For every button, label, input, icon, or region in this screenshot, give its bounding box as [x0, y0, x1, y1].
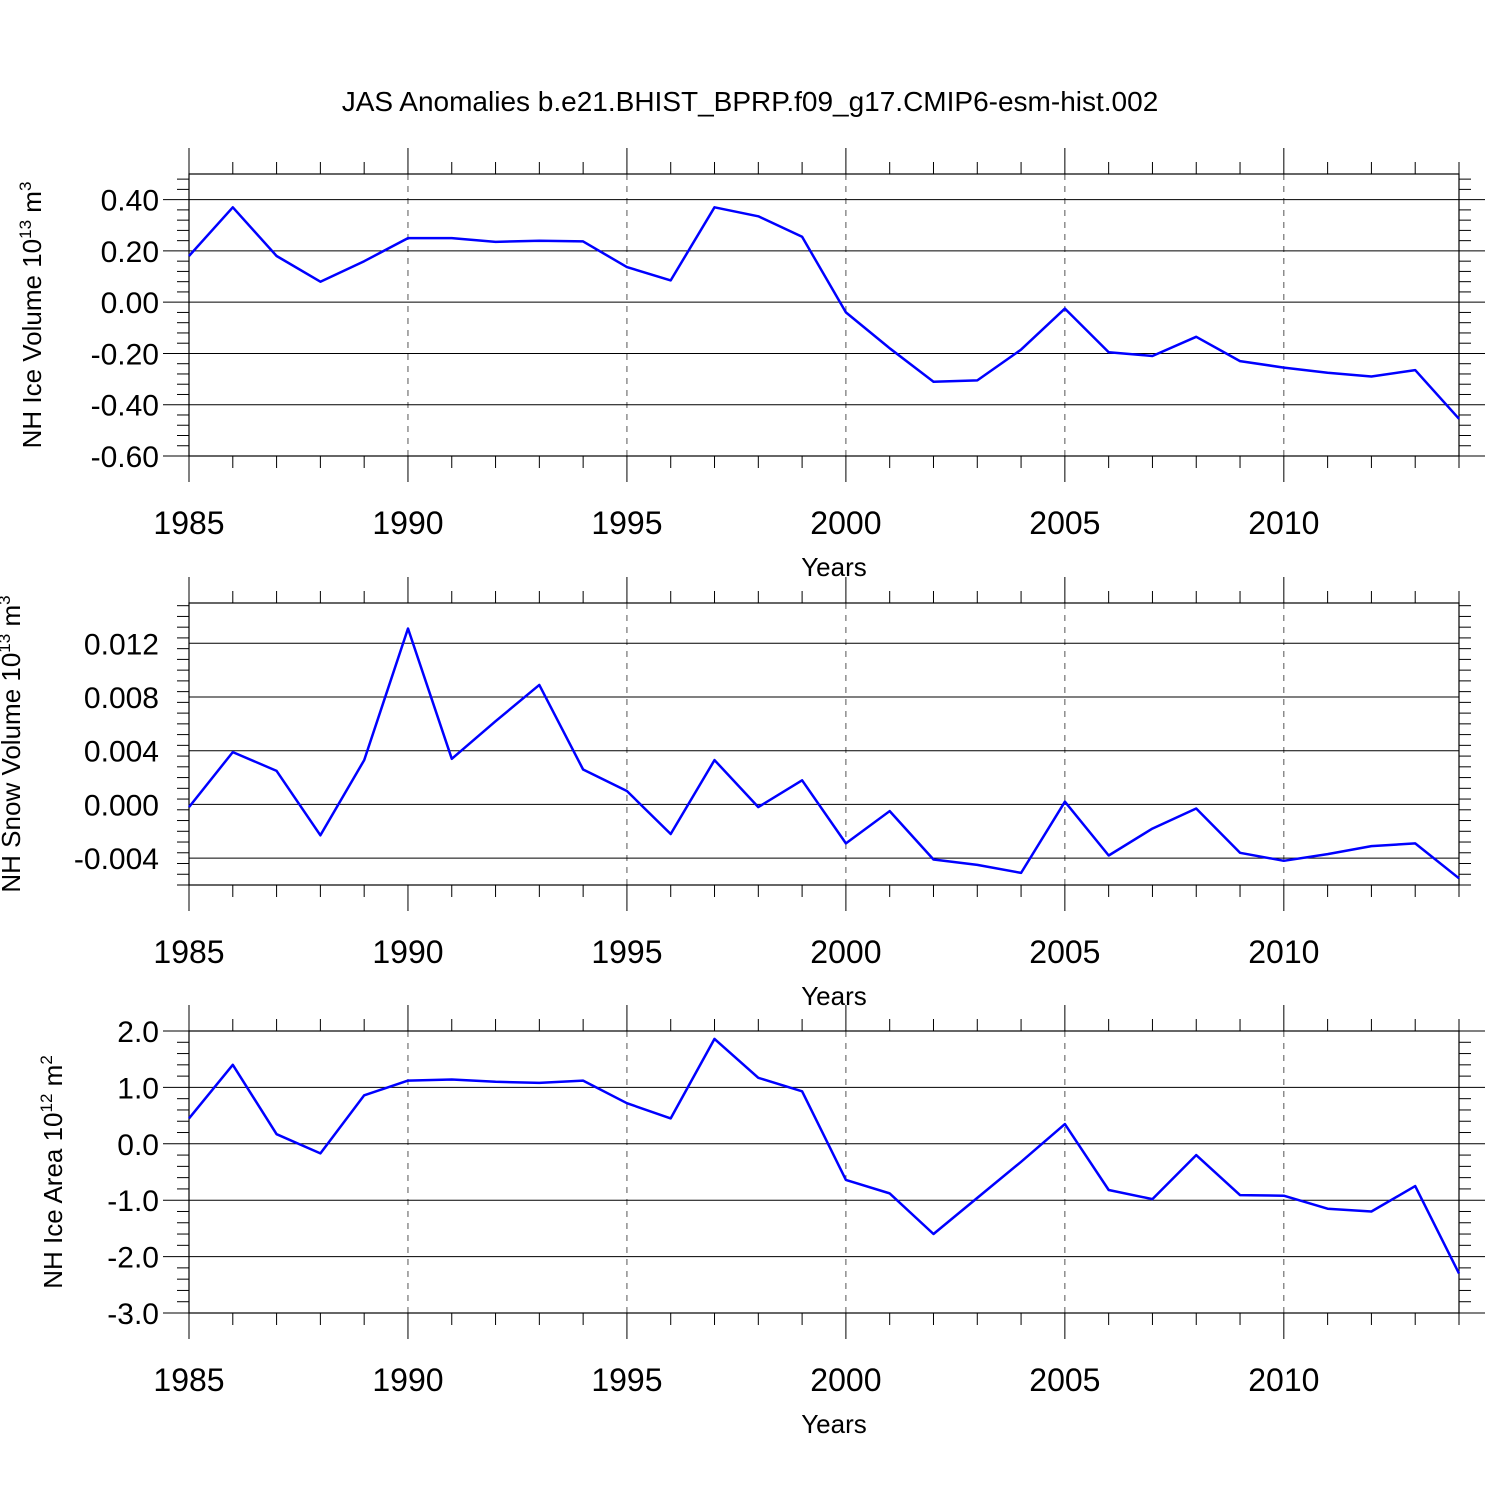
y-tick-label: -0.004	[74, 843, 159, 876]
x-tick-label: 2000	[810, 934, 881, 970]
x-tick-label: 1990	[372, 934, 443, 970]
y-tick-label: 0.20	[101, 236, 159, 269]
y-tick-label: -1.0	[107, 1185, 159, 1218]
y-tick-label: 0.008	[84, 682, 159, 715]
y-tick-label: 0.40	[101, 185, 159, 218]
y-tick-label: 1.0	[117, 1072, 159, 1105]
series-line	[188, 627, 1460, 880]
y-axis-title: NH Ice Volume 1013 m3	[16, 182, 47, 449]
y-tick-label: -0.40	[91, 390, 159, 423]
y-tick-label: 0.004	[84, 736, 159, 769]
y-tick-label: 0.0	[117, 1129, 159, 1162]
x-tick-label: 2005	[1029, 505, 1100, 541]
x-axis-title: Years	[801, 552, 867, 582]
x-tick-label: 2000	[810, 1362, 881, 1398]
x-tick-label: 1990	[372, 1362, 443, 1398]
panel-3: -3.0 -2.0 -1.0 0.0 1.0 2.0 1985 1990 1995 2000 200…	[37, 1005, 1485, 1439]
x-tick-label: 2005	[1029, 1362, 1100, 1398]
x-axis-title: Years	[801, 981, 867, 1011]
y-tick-label: 0.00	[101, 287, 159, 320]
y-tick-label: 0.000	[84, 789, 159, 822]
y-tick-label: 2.0	[117, 1016, 159, 1049]
x-tick-label: 1995	[591, 1362, 662, 1398]
y-axis-title: NH Ice Area 1012 m2	[37, 1055, 68, 1289]
y-tick-label: -0.60	[91, 441, 159, 474]
plot-frame	[188, 602, 1460, 886]
x-tick-label: 1990	[372, 505, 443, 541]
plot-frame	[188, 1030, 1460, 1314]
y-tick-label: -3.0	[107, 1298, 159, 1331]
x-tick-label: 2010	[1248, 1362, 1319, 1398]
series-line	[188, 206, 1460, 420]
y-axis-title: NH Snow Volume 1013 m3	[0, 595, 26, 892]
x-tick-label: 2010	[1248, 934, 1319, 970]
figure-title: JAS Anomalies b.e21.BHIST_BPRP.f09_g17.C…	[341, 86, 1159, 117]
plot-frame	[188, 173, 1460, 457]
x-tick-label: 1985	[153, 505, 224, 541]
series-line	[188, 1037, 1461, 1275]
y-tick-label: -2.0	[107, 1242, 159, 1275]
x-tick-label: 2010	[1248, 505, 1319, 541]
x-tick-label: 1995	[591, 505, 662, 541]
x-tick-label: 1985	[153, 934, 224, 970]
x-tick-label: 1985	[153, 1362, 224, 1398]
x-axis-title: Years	[801, 1409, 867, 1439]
panel-2: -0.004 0.000 0.004 0.008 0.012 1985 1990 1995 20…	[0, 577, 1471, 1011]
x-tick-label: 2005	[1029, 934, 1100, 970]
y-tick-label: 0.012	[84, 628, 159, 661]
x-tick-label: 1995	[591, 934, 662, 970]
x-tick-label: 2000	[810, 505, 881, 541]
panel-1: -0.60 -0.40 -0.20 0.00 0.20 0.40 1985 1990 1995 2…	[16, 148, 1485, 582]
y-tick-label: -0.20	[91, 338, 159, 371]
